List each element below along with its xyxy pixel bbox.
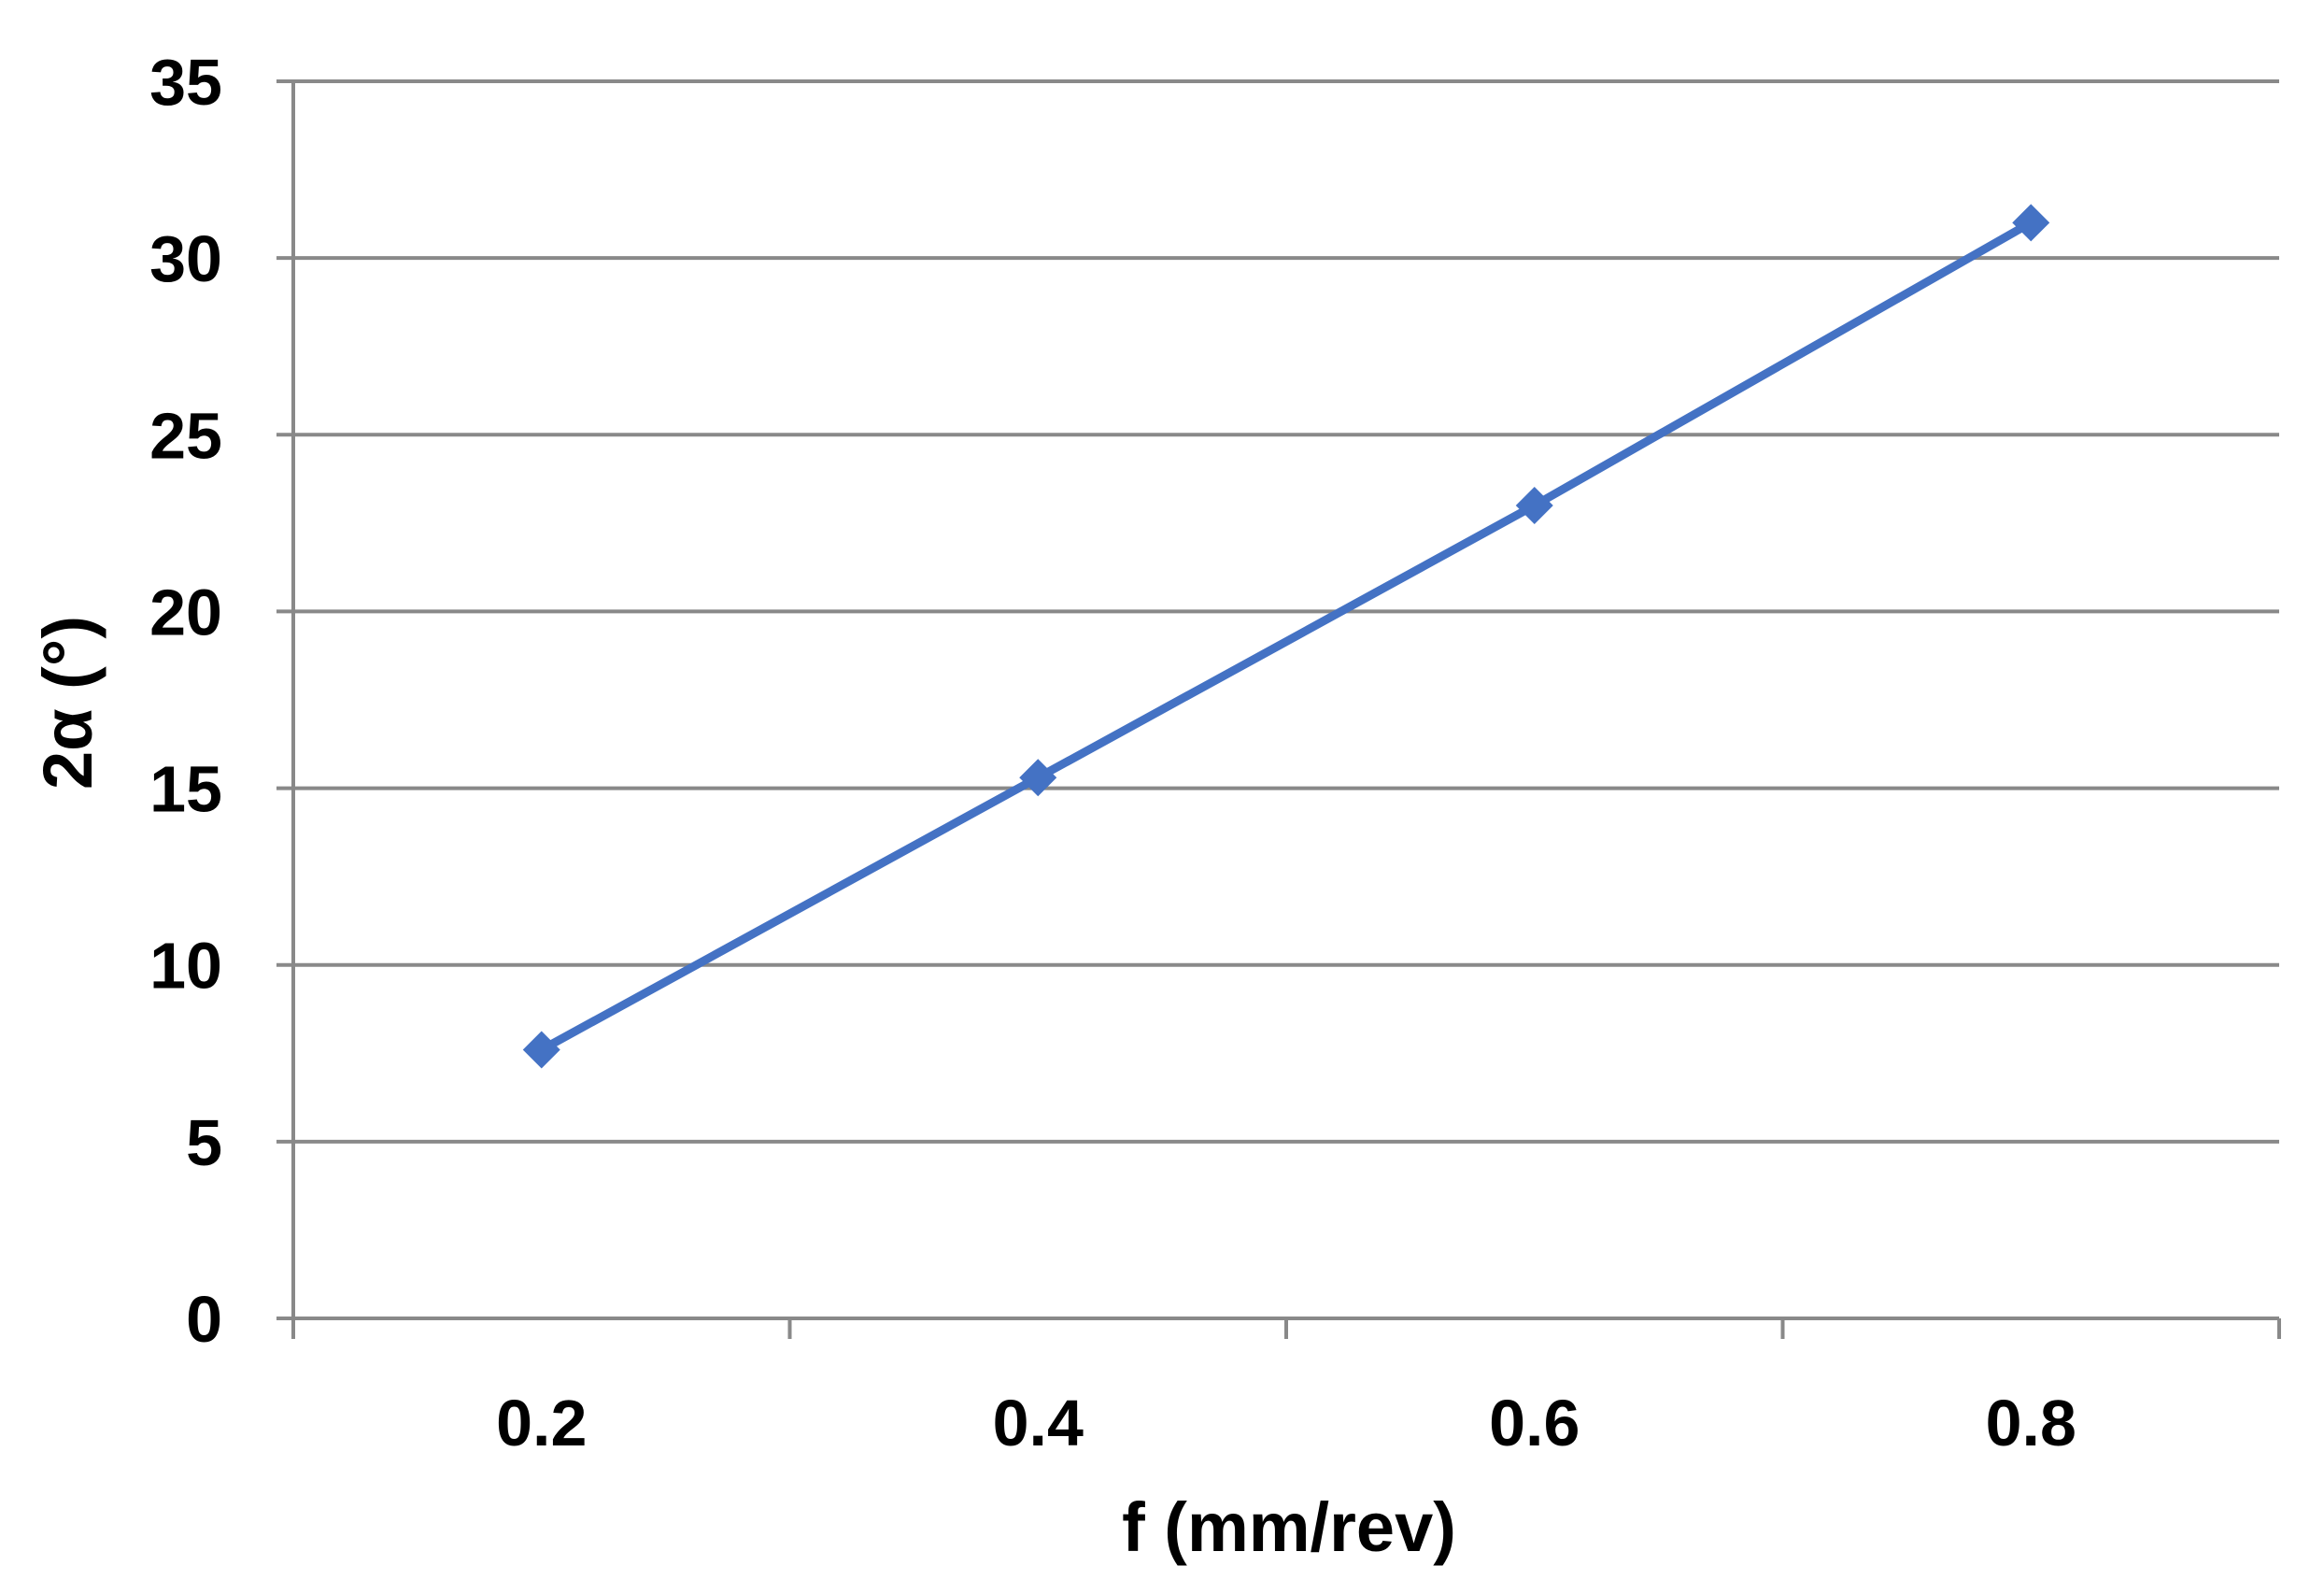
y-tick-label: 15 — [149, 753, 222, 826]
y-tick-label: 30 — [149, 222, 222, 295]
gridlines — [293, 79, 2279, 1144]
y-tick-label: 35 — [149, 46, 222, 119]
y-axis-title: 2α (°) — [29, 616, 106, 790]
data-point-0.2 — [522, 1031, 560, 1069]
x-tick-label: 0.2 — [496, 1387, 587, 1459]
x-tick-labels: 0.2 0.4 0.6 0.8 — [496, 1387, 2076, 1459]
axes — [276, 79, 2281, 1339]
y-tick-label: 5 — [186, 1106, 222, 1179]
data-point-0.4 — [1019, 759, 1057, 797]
y-tick-label: 0 — [186, 1283, 222, 1356]
data-point-0.6 — [1515, 486, 1553, 524]
y-tick-labels: 0 5 10 15 20 25 30 35 — [149, 46, 222, 1356]
x-tick-label: 0.6 — [1489, 1387, 1580, 1459]
x-tick-label: 0.4 — [993, 1387, 1084, 1459]
y-tick-label: 10 — [149, 930, 222, 1003]
y-tick-label: 25 — [149, 399, 222, 472]
y-tick-label: 20 — [149, 576, 222, 648]
x-tick-label: 0.8 — [1986, 1387, 2076, 1459]
series — [522, 204, 2050, 1069]
data-point-0.8 — [2012, 204, 2050, 242]
series-line — [537, 218, 2035, 1055]
x-axis-title: f (mm/rev) — [1122, 1488, 1456, 1566]
